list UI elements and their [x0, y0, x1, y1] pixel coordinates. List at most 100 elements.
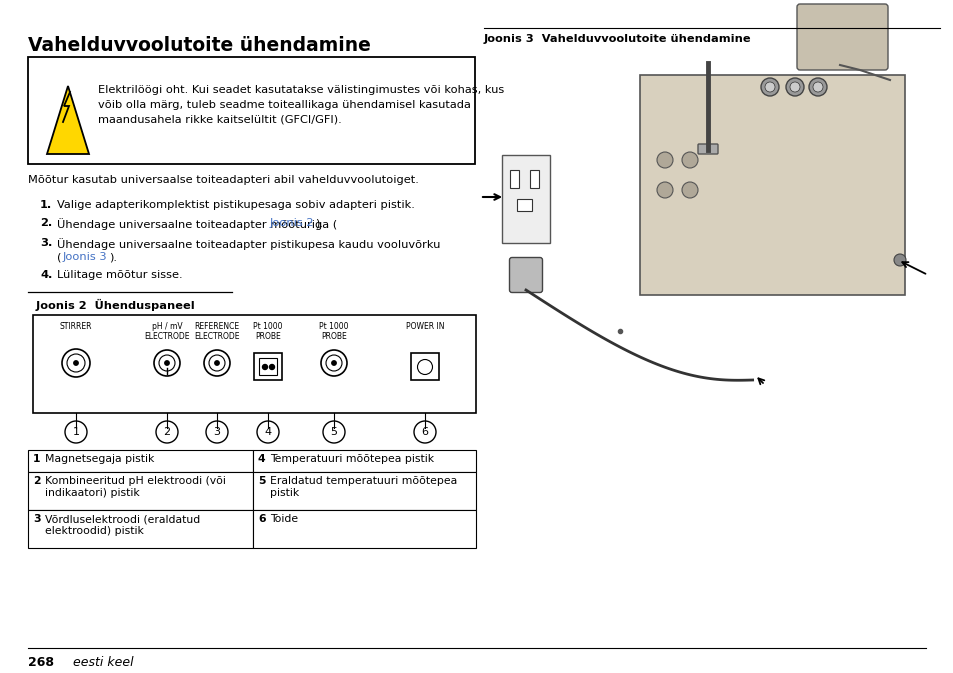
- Circle shape: [785, 78, 803, 96]
- Text: Pt 1000
PROBE: Pt 1000 PROBE: [319, 322, 349, 341]
- Text: POWER IN: POWER IN: [405, 322, 444, 331]
- FancyBboxPatch shape: [796, 4, 887, 70]
- Circle shape: [326, 355, 341, 371]
- Circle shape: [206, 421, 228, 443]
- Text: 1.: 1.: [40, 200, 52, 210]
- Circle shape: [417, 359, 432, 374]
- Text: Joonis 2: Joonis 2: [270, 218, 314, 228]
- Circle shape: [657, 182, 672, 198]
- Text: 2: 2: [33, 476, 41, 486]
- Text: Kombineeritud pH elektroodi (või
indikaatori) pistik: Kombineeritud pH elektroodi (või indikaa…: [45, 476, 226, 497]
- Circle shape: [165, 361, 169, 365]
- Text: 4.: 4.: [40, 270, 52, 280]
- Bar: [28, 57, 475, 79]
- Bar: [28, 472, 253, 510]
- Circle shape: [681, 152, 698, 168]
- Text: Ühendage universaalne toiteadapter mõõturiga (: Ühendage universaalne toiteadapter mõõtu…: [57, 218, 337, 230]
- Text: Valige adapterikomplektist pistikupesaga sobiv adapteri pistik.: Valige adapterikomplektist pistikupesaga…: [57, 200, 415, 210]
- Text: Joonis 3  Vahelduvvoolutoite ühendamine: Joonis 3 Vahelduvvoolutoite ühendamine: [483, 34, 751, 44]
- Bar: [253, 472, 476, 510]
- Bar: [530, 170, 538, 188]
- Text: 268: 268: [28, 656, 54, 669]
- Text: 6: 6: [421, 427, 428, 437]
- Text: Lülitage mõõtur sisse.: Lülitage mõõtur sisse.: [57, 270, 182, 280]
- Circle shape: [156, 421, 178, 443]
- FancyBboxPatch shape: [639, 75, 904, 295]
- Text: (: (: [57, 252, 61, 262]
- Circle shape: [760, 78, 779, 96]
- Circle shape: [159, 355, 174, 371]
- Text: 5: 5: [257, 476, 265, 486]
- Circle shape: [808, 78, 826, 96]
- Circle shape: [214, 361, 219, 365]
- Bar: [253, 450, 476, 472]
- Text: maandusahela rikke kaitselültit (GFCI/GFI).: maandusahela rikke kaitselültit (GFCI/GF…: [98, 115, 341, 125]
- Text: 5: 5: [330, 427, 337, 437]
- Text: Pt 1000
PROBE: Pt 1000 PROBE: [253, 322, 282, 341]
- Bar: [33, 315, 476, 413]
- Text: ⚠ O H T: ⚠ O H T: [215, 59, 287, 77]
- Bar: [258, 358, 276, 375]
- Text: 4: 4: [264, 427, 272, 437]
- Text: Temperatuuri mõõtepea pistik: Temperatuuri mõõtepea pistik: [270, 454, 434, 464]
- Text: ).: ).: [315, 218, 323, 228]
- Circle shape: [657, 152, 672, 168]
- Text: REFERENCE
ELECTRODE: REFERENCE ELECTRODE: [194, 322, 239, 341]
- Circle shape: [323, 421, 345, 443]
- Bar: [517, 199, 532, 211]
- Circle shape: [262, 365, 267, 369]
- Circle shape: [256, 421, 278, 443]
- Circle shape: [62, 349, 90, 377]
- Text: Võrdluselektroodi (eraldatud
elektroodid) pistik: Võrdluselektroodi (eraldatud elektroodid…: [45, 514, 200, 536]
- Text: Joonis 3: Joonis 3: [63, 252, 108, 262]
- Circle shape: [204, 350, 230, 376]
- Text: 3: 3: [213, 427, 220, 437]
- Bar: [510, 170, 518, 188]
- Text: 6: 6: [257, 514, 265, 524]
- Circle shape: [332, 361, 335, 365]
- Text: võib olla märg, tuleb seadme toiteallikaga ühendamisel kasutada: võib olla märg, tuleb seadme toiteallika…: [98, 100, 471, 110]
- Circle shape: [73, 361, 78, 365]
- Bar: [501, 155, 550, 243]
- Text: pH / mV
ELECTRODE: pH / mV ELECTRODE: [144, 322, 190, 341]
- Text: Mõõtur kasutab universaalse toiteadapteri abil vahelduvvoolutoiget.: Mõõtur kasutab universaalse toiteadapter…: [28, 175, 418, 185]
- Text: Elektrilöögi oht. Kui seadet kasutatakse välistingimustes või kohas, kus: Elektrilöögi oht. Kui seadet kasutatakse…: [98, 85, 504, 95]
- Text: Magnetsegaja pistik: Magnetsegaja pistik: [45, 454, 154, 464]
- Circle shape: [764, 82, 774, 92]
- Bar: [28, 450, 253, 472]
- Bar: [28, 510, 253, 548]
- Bar: [253, 353, 282, 380]
- Text: Ühendage universaalne toiteadapter pistikupesa kaudu vooluvõrku: Ühendage universaalne toiteadapter pisti…: [57, 238, 440, 250]
- Circle shape: [893, 254, 905, 266]
- Text: 2: 2: [163, 427, 171, 437]
- Circle shape: [812, 82, 822, 92]
- Text: Joonis 2  Ühenduspaneel: Joonis 2 Ühenduspaneel: [28, 299, 194, 311]
- Circle shape: [67, 354, 85, 372]
- Circle shape: [269, 365, 274, 369]
- Circle shape: [209, 355, 225, 371]
- Text: 2.: 2.: [40, 218, 52, 228]
- Text: eesti keel: eesti keel: [73, 656, 133, 669]
- Circle shape: [153, 350, 180, 376]
- Bar: [253, 510, 476, 548]
- Circle shape: [681, 182, 698, 198]
- Text: 4: 4: [257, 454, 265, 464]
- FancyBboxPatch shape: [509, 258, 542, 293]
- Text: Eraldatud temperatuuri mõõtepea
pistik: Eraldatud temperatuuri mõõtepea pistik: [270, 476, 456, 497]
- Circle shape: [789, 82, 800, 92]
- Text: 1: 1: [72, 427, 79, 437]
- Text: ).: ).: [109, 252, 117, 262]
- Text: 3.: 3.: [40, 238, 52, 248]
- Polygon shape: [47, 86, 89, 154]
- Circle shape: [65, 421, 87, 443]
- Bar: [411, 353, 438, 380]
- Circle shape: [414, 421, 436, 443]
- Circle shape: [320, 350, 347, 376]
- Text: 1: 1: [33, 454, 40, 464]
- Text: Toide: Toide: [270, 514, 297, 524]
- Bar: [28, 57, 475, 164]
- Text: STIRRER: STIRRER: [60, 322, 92, 331]
- Text: Vahelduvvoolutoite ühendamine: Vahelduvvoolutoite ühendamine: [28, 36, 371, 55]
- Text: 3: 3: [33, 514, 41, 524]
- FancyBboxPatch shape: [698, 144, 718, 154]
